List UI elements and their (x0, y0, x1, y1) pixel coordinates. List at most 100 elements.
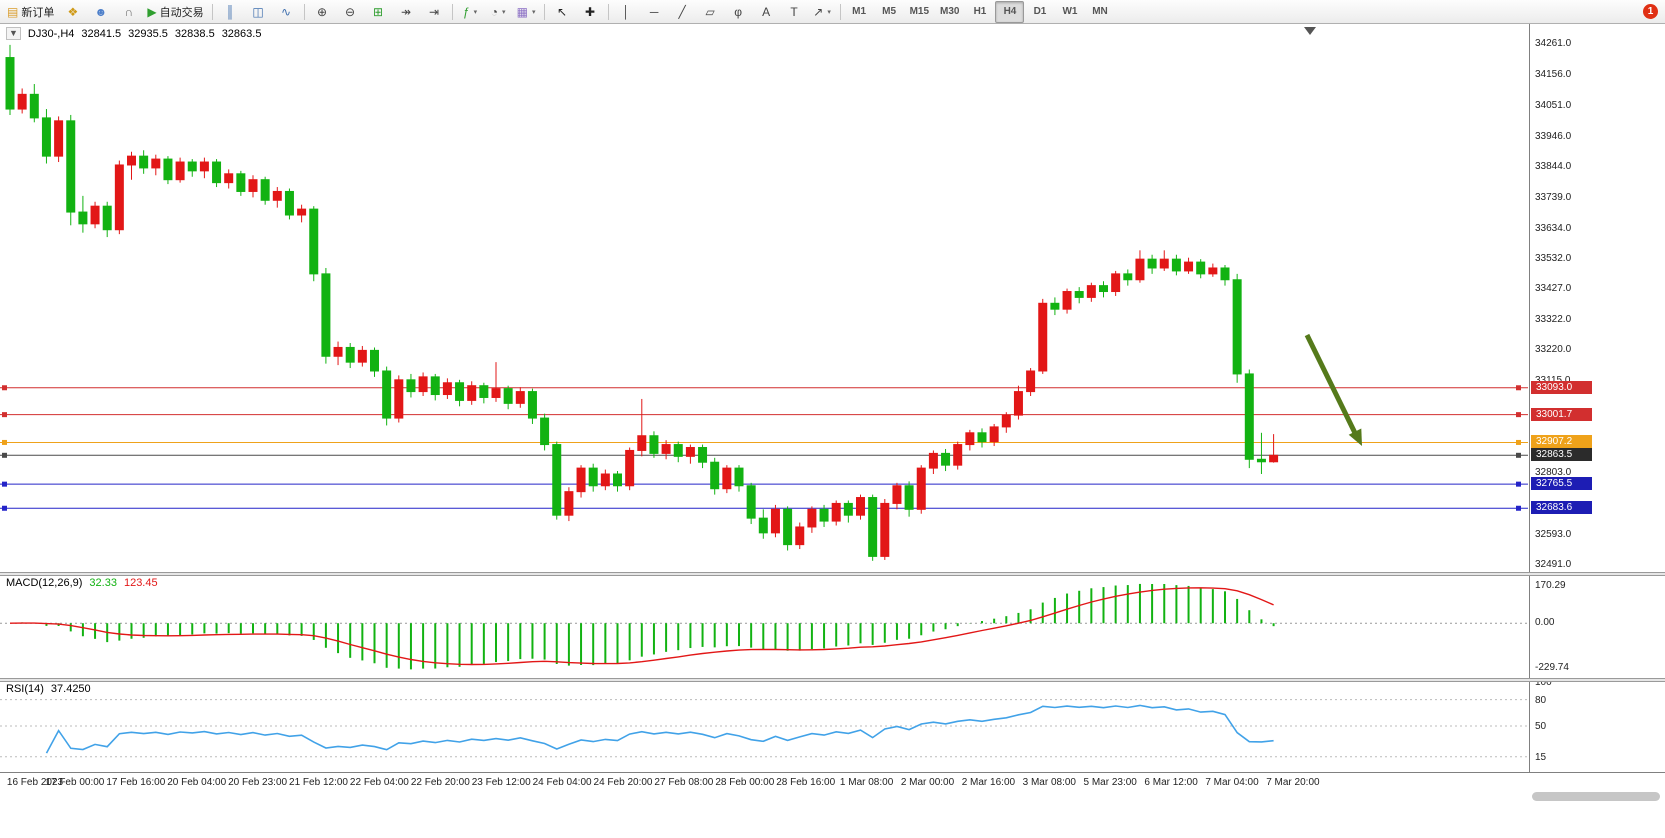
ohlc-collapse-icon[interactable]: ▼ (6, 27, 21, 40)
chart-shift-button[interactable]: ⇥ (421, 1, 448, 23)
rsi-pane-splitter[interactable] (0, 678, 1665, 682)
resistance-line-2-handle[interactable] (2, 412, 7, 418)
candle-body (953, 444, 963, 466)
crosshair-button[interactable]: ✚ (577, 1, 604, 23)
arrows-button[interactable]: ↗ ▾ (809, 1, 836, 23)
support-line-blue-2-handle[interactable] (2, 505, 7, 511)
notification-badge[interactable]: 1 (1643, 4, 1658, 19)
horizontal-scrollbar-thumb[interactable] (1532, 792, 1660, 801)
chart-canvas[interactable] (0, 24, 1665, 838)
candle-body (321, 273, 331, 357)
channel-icon: ▱ (705, 4, 715, 19)
dropdown-caret-icon: ▾ (473, 8, 478, 16)
candle-body (1099, 285, 1108, 293)
trend-arrow-head[interactable] (1348, 428, 1362, 447)
templates-button[interactable]: ▦ ▾ (513, 1, 540, 23)
chart-shift-icon: ⇥ (429, 4, 440, 19)
trend-arrow[interactable] (1304, 333, 1358, 435)
periods-button[interactable]: ◔ ▾ (485, 1, 512, 23)
line-chart-button[interactable]: ∿ (273, 1, 300, 23)
timeframe-h1-button-label: H1 (973, 6, 987, 17)
vertical-line-icon: │ (622, 4, 630, 19)
support-button[interactable]: ∩ (115, 1, 142, 23)
chart-shift-marker[interactable] (1304, 27, 1316, 35)
zoom-in-button[interactable]: ⊕ (309, 1, 336, 23)
support-line-blue-1-handle[interactable] (1516, 481, 1521, 487)
candle-body (236, 173, 246, 192)
toolbar-separator (839, 3, 841, 20)
time-axis-label: 6 Mar 12:00 (1144, 777, 1198, 788)
candlestick-chart-button[interactable]: ◫ (245, 1, 272, 23)
support-line-blue-2-handle[interactable] (1516, 505, 1521, 511)
trendline-button[interactable]: ╱ (669, 1, 696, 23)
candle-body (552, 444, 562, 516)
price-axis[interactable]: 34261.0 34156.0 34051.0 33946.0 33844.0 33739… (1529, 24, 1665, 772)
candle-body (856, 497, 865, 516)
zoom-out-button[interactable]: ⊖ (337, 1, 364, 23)
resistance-line-1-handle[interactable] (2, 385, 7, 391)
timeframe-m15-button[interactable]: M15 (905, 1, 934, 23)
time-axis[interactable]: 16 Feb 2023 17 Feb 00:00 17 Feb 16:00 20 Fe… (0, 772, 1665, 798)
pivot-line-orange-handle[interactable] (2, 439, 7, 445)
auto-scroll-button[interactable]: ↠ (393, 1, 420, 23)
timeframe-h1-button[interactable]: H1 (965, 1, 994, 23)
rsi-axis-label: 50 (1535, 721, 1547, 732)
candle-body (1256, 458, 1266, 463)
timeframe-w1-button[interactable]: W1 (1055, 1, 1084, 23)
new-order-icon: ▤ (7, 4, 19, 19)
candle-body (661, 444, 671, 454)
candle-body (430, 376, 440, 396)
channel-button[interactable]: ▱ (697, 1, 724, 23)
resistance-line-1-handle[interactable] (1516, 385, 1521, 391)
chart-region[interactable]: ▼ DJ30-,H4 32841.5 32935.5 32838.5 32863… (0, 24, 1665, 838)
rsi-value: 37.4250 (50, 683, 91, 695)
deposit-button[interactable]: ❖ (59, 1, 86, 23)
candle-body (613, 473, 622, 487)
candle-body (783, 508, 793, 546)
macd-axis-label: -229.74 (1535, 662, 1569, 673)
new-order-button[interactable]: ▤ 新订单 (3, 1, 58, 23)
current-price-line-handle[interactable] (2, 452, 7, 458)
profile-button[interactable]: ☻ (87, 1, 114, 23)
fibonacci-icon: φ (734, 4, 742, 19)
timeframe-h4-button[interactable]: H4 (995, 0, 1025, 23)
macd-pane-splitter[interactable] (0, 572, 1665, 576)
pivot-line-orange-handle[interactable] (1516, 439, 1521, 445)
label-button[interactable]: T (781, 1, 808, 23)
resistance-line-2-badge: 33001.7 (1531, 407, 1592, 421)
indicators-button[interactable]: ƒ ▾ (457, 1, 484, 23)
candle-body (102, 205, 112, 231)
cursor-button[interactable]: ↖ (549, 1, 576, 23)
time-axis-label: 24 Feb 04:00 (532, 777, 592, 788)
timeframe-m30-button[interactable]: M30 (935, 1, 964, 23)
candle-body (309, 208, 319, 275)
candle-body (819, 508, 829, 522)
deposit-icon: ❖ (67, 4, 79, 19)
bar-chart-button[interactable]: ║ (217, 1, 244, 23)
timeframe-mn-button[interactable]: MN (1085, 1, 1114, 23)
time-axis-label: 17 Feb 00:00 (45, 777, 105, 788)
support-line-blue-1-handle[interactable] (2, 481, 7, 487)
auto-trading-button[interactable]: ▶ 自动交易 (143, 1, 207, 23)
cursor-icon: ↖ (557, 4, 568, 19)
candle-body (710, 461, 720, 490)
candle-body (491, 388, 501, 398)
vertical-line-button[interactable]: │ (613, 1, 640, 23)
horizontal-line-button[interactable]: ─ (641, 1, 668, 23)
time-axis-label: 24 Feb 20:00 (593, 777, 653, 788)
tile-windows-button[interactable]: ⊞ (365, 1, 392, 23)
candle-body (163, 158, 173, 181)
indicators-icon: ƒ (462, 4, 470, 19)
candle-body (1001, 414, 1011, 428)
time-axis-label: 5 Mar 23:00 (1083, 777, 1137, 788)
fibonacci-button[interactable]: φ (725, 1, 752, 23)
time-axis-label: 3 Mar 08:00 (1022, 777, 1076, 788)
candle-body (1026, 370, 1036, 393)
timeframe-m5-button[interactable]: M5 (875, 1, 904, 23)
candle-body (1147, 258, 1157, 269)
resistance-line-2-handle[interactable] (1516, 412, 1521, 418)
timeframe-d1-button[interactable]: D1 (1025, 1, 1054, 23)
current-price-line-handle[interactable] (1516, 452, 1521, 458)
text-button[interactable]: A (753, 1, 780, 23)
timeframe-m1-button[interactable]: M1 (845, 1, 874, 23)
